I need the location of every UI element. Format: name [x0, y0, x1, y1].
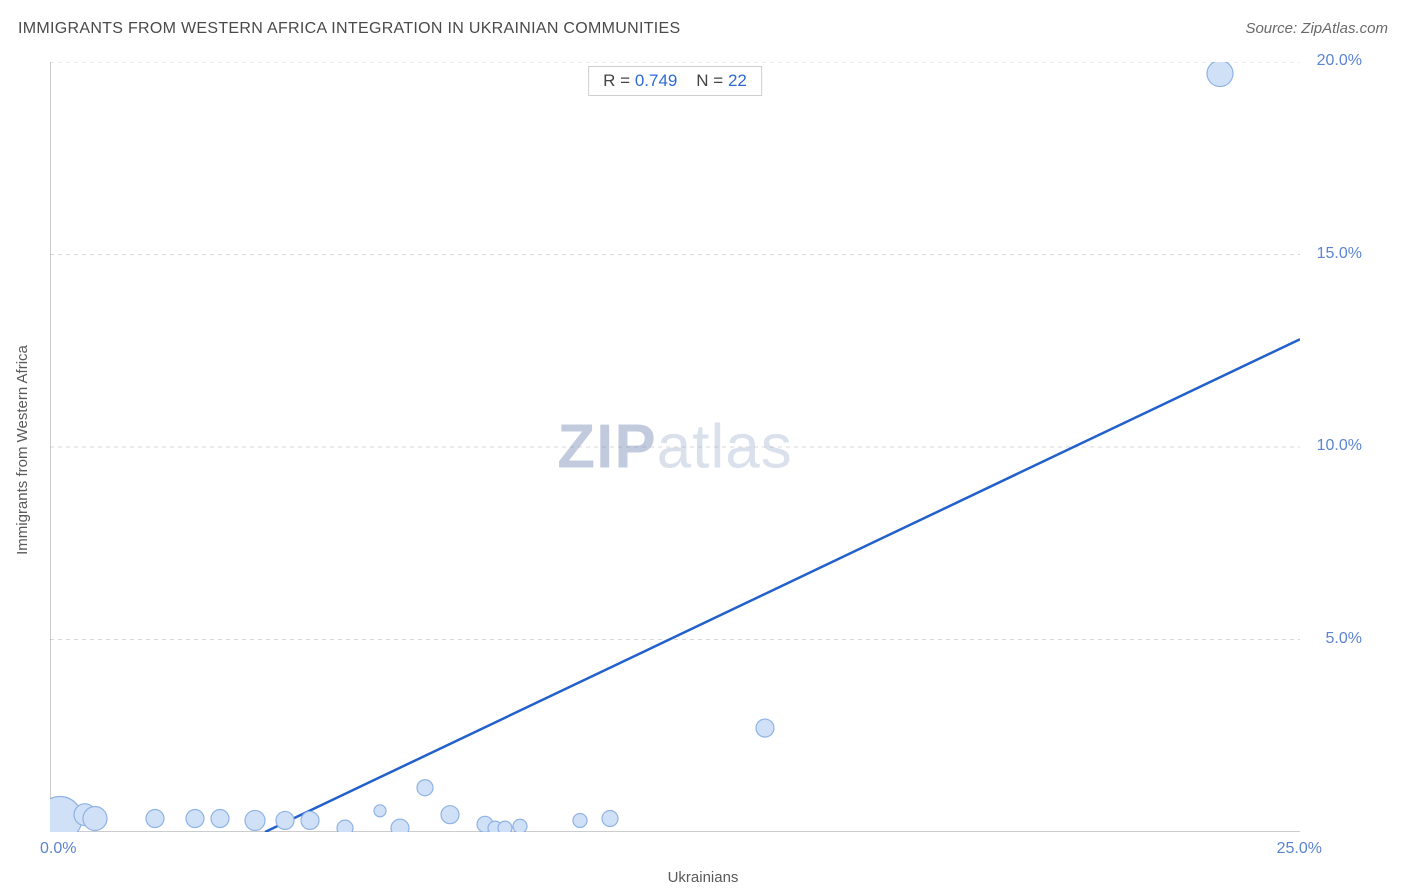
stats-box: R = 0.749 N = 22 — [588, 66, 762, 96]
data-bubble — [1207, 62, 1233, 87]
data-bubble — [146, 810, 164, 828]
y-axis-label: Immigrants from Western Africa — [14, 345, 31, 555]
data-bubble — [337, 820, 353, 832]
y-tick-label: 5.0% — [1326, 630, 1362, 648]
chart-source: Source: ZipAtlas.com — [1245, 20, 1388, 37]
chart-svg — [50, 62, 1300, 832]
data-bubble — [441, 806, 459, 824]
data-bubble — [374, 805, 386, 817]
data-bubble — [498, 821, 512, 832]
y-tick-label: 10.0% — [1317, 437, 1362, 455]
data-bubble — [245, 810, 265, 830]
data-bubble — [211, 810, 229, 828]
data-bubble — [417, 780, 433, 796]
data-bubble — [83, 807, 107, 831]
r-label: R = — [603, 71, 630, 90]
x-end-label: 25.0% — [1277, 840, 1322, 858]
r-value: 0.749 — [635, 71, 678, 90]
data-bubble — [513, 819, 527, 832]
n-label: N = — [696, 71, 723, 90]
y-tick-label: 20.0% — [1317, 52, 1362, 70]
chart-title: IMMIGRANTS FROM WESTERN AFRICA INTEGRATI… — [18, 20, 681, 38]
data-bubble — [186, 810, 204, 828]
chart-plot-area: ZIPatlas R = 0.749 N = 22 5.0%10.0%15.0%… — [50, 62, 1300, 832]
data-bubble — [602, 811, 618, 827]
data-bubble — [573, 813, 587, 827]
data-bubble — [276, 811, 294, 829]
data-bubble — [301, 811, 319, 829]
n-value: 22 — [728, 71, 747, 90]
y-tick-label: 15.0% — [1317, 245, 1362, 263]
x-axis-label: Ukrainians — [668, 869, 739, 886]
data-bubble — [391, 819, 409, 832]
data-bubble — [756, 719, 774, 737]
x-origin-label: 0.0% — [40, 840, 76, 858]
